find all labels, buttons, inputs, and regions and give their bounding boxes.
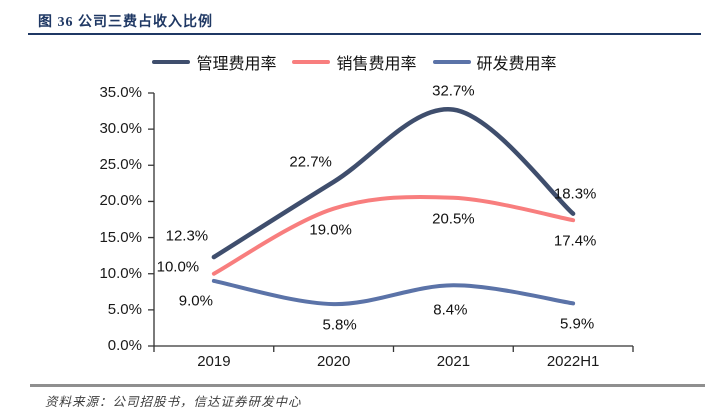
axis [148,92,634,352]
title-divider [28,33,701,35]
series-line-1 [211,107,576,260]
legend-label: 研发费用率 [476,56,557,73]
series-line-2 [211,194,576,276]
legend-line-swatch [292,60,331,64]
chart-legend: 管理费用率 销售费用率 研发费用率 [0,50,709,74]
legend-item-sales: 销售费用率 [292,50,417,74]
figure-title: 图 36 公司三费占收入比例 [38,15,213,30]
legend-label: 管理费用率 [196,56,277,73]
legend-item-rnd: 研发费用率 [432,50,557,74]
legend-line-swatch [152,60,191,64]
source-note: 资料来源：公司招股书，信达证券研发中心 [45,395,302,409]
legend-line-swatch [432,60,471,64]
series-line-3 [211,278,576,307]
footer-divider [30,384,705,387]
legend-label: 销售费用率 [336,56,417,73]
legend-item-management: 管理费用率 [152,50,276,74]
